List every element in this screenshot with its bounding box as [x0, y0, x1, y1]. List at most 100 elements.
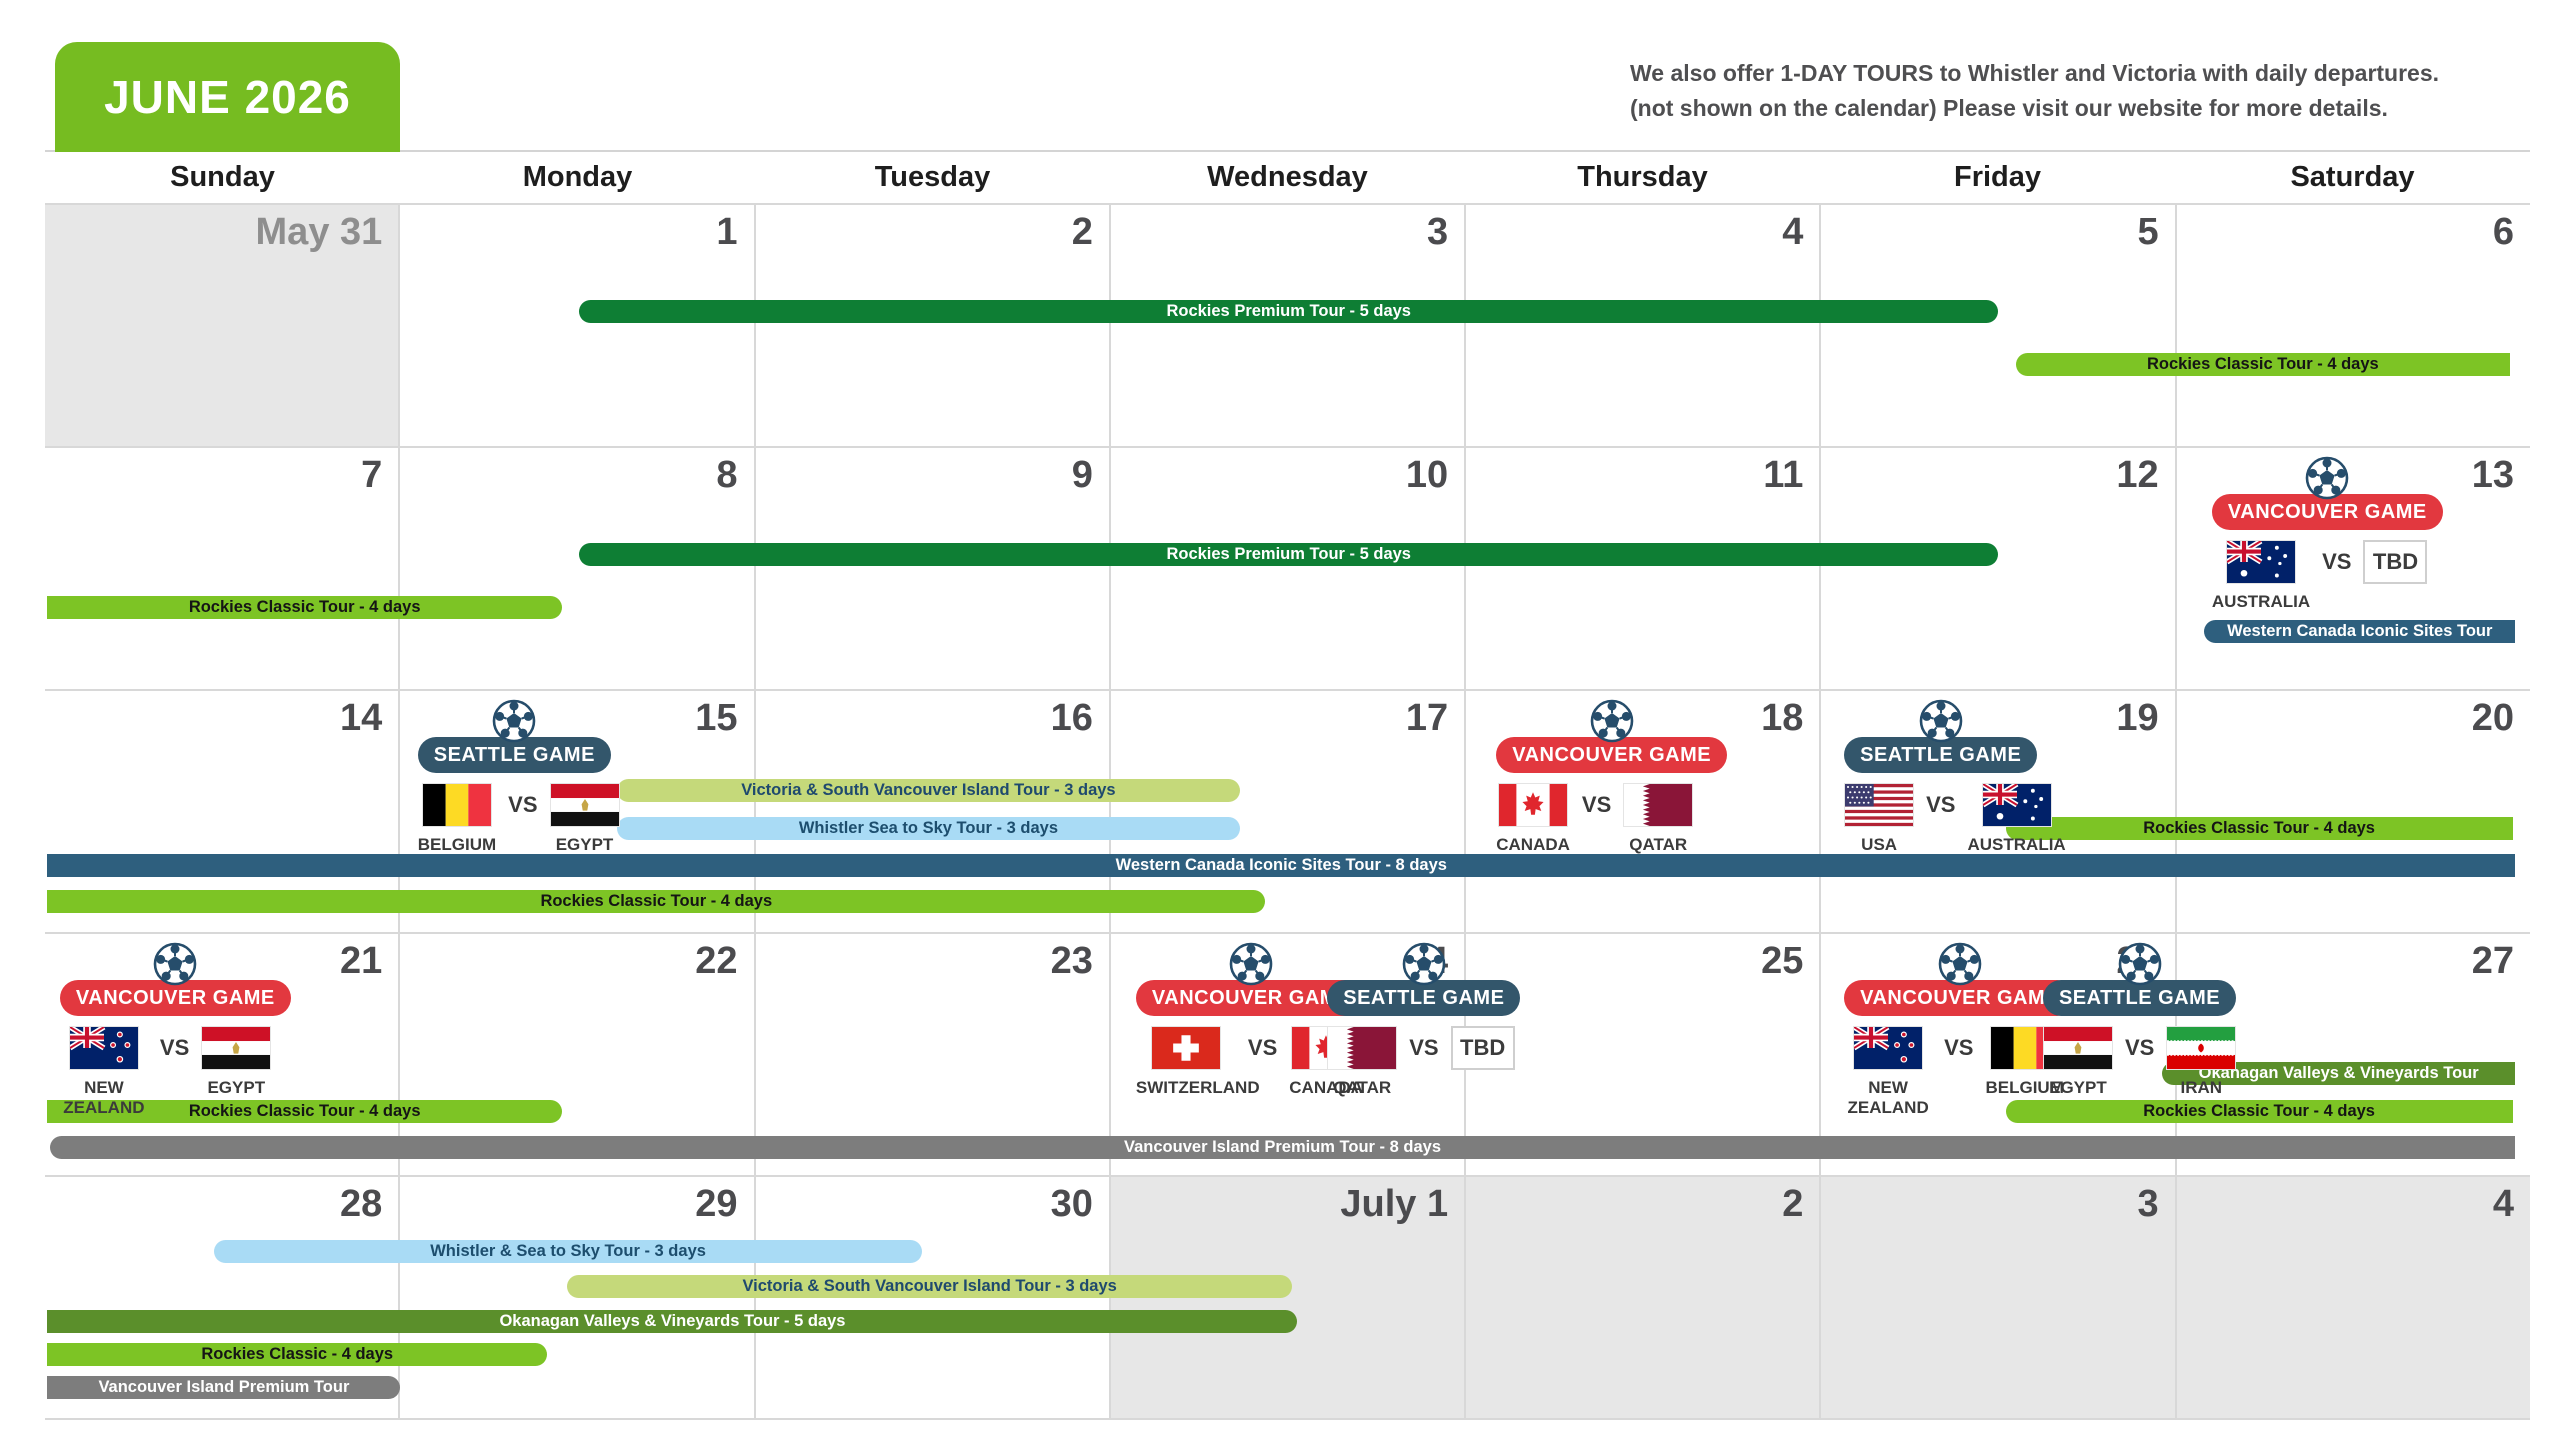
- tour-bar-rockies-premium[interactable]: Rockies Premium Tour - 5 days: [579, 300, 1999, 323]
- tour-bar-okanagan[interactable]: Okanagan Valleys & Vineyards Tour: [2162, 1062, 2516, 1085]
- tour-bar-rockies-classic[interactable]: Rockies Classic - 4 days: [47, 1343, 547, 1366]
- day-cell: 3: [1819, 1177, 2175, 1418]
- tour-bar-western-canada[interactable]: Western Canada Iconic Sites Tour - 8 day…: [47, 854, 2516, 877]
- day-cell: 23: [753, 934, 1109, 1175]
- flag-switzerland-icon: [1150, 1026, 1221, 1070]
- week-row-5: 28 29 30 July 1 2 3 4 Whistler & Sea to …: [45, 1175, 2530, 1420]
- badge-wrap: VANCOUVER GAME: [1135, 942, 1367, 1016]
- vancouver-game-badge: VANCOUVER GAME: [59, 980, 291, 1016]
- match-row: BELGIUM VS EGYPT: [418, 783, 620, 855]
- vs-label: VS: [1581, 792, 1612, 817]
- day-cell: 4: [1464, 205, 1819, 446]
- match-row: NEW ZEALAND VS EGYPT: [60, 1026, 272, 1117]
- tour-bar-rockies-classic[interactable]: Rockies Classic Tour - 4 days: [2005, 817, 2513, 840]
- day-cell: 2: [1464, 1177, 1820, 1418]
- match-row: NEW ZEALAND VS BELGIUM: [1844, 1026, 2064, 1117]
- tour-bar-rockies-classic[interactable]: Rockies Classic Tour - 4 days: [47, 596, 562, 619]
- one-day-tours-note: We also offer 1-DAY TOURS to Whistler an…: [1630, 56, 2490, 126]
- tour-bar-rockies-classic[interactable]: Rockies Classic Tour - 4 days: [47, 890, 1266, 913]
- day-cell: 17: [1108, 691, 1464, 932]
- day-cell: 22: [398, 934, 753, 1175]
- tour-bar-victoria-island[interactable]: Victoria & South Vancouver Island Tour -…: [566, 1275, 1293, 1298]
- flag-canada-icon: [1498, 783, 1569, 827]
- date-label: 13: [2471, 454, 2514, 496]
- game-jun24-seattle: SEATTLE GAME QATAR VS TBD: [1327, 942, 1521, 1098]
- team-home: BELGIUM: [418, 783, 496, 855]
- badge-wrap: SEATTLE GAME: [1844, 699, 2038, 773]
- date-label: May 31: [255, 211, 383, 253]
- team-name: SWITZERLAND: [1135, 1078, 1260, 1097]
- date-label: 15: [695, 697, 738, 739]
- date-label: 6: [2492, 211, 2514, 253]
- badge-wrap: VANCOUVER GAME: [1844, 942, 2075, 1016]
- day-cell: 9: [753, 448, 1109, 689]
- team-away: EGYPT: [201, 1026, 272, 1098]
- day-cell: 29: [398, 1177, 753, 1418]
- soccer-ball-icon: [1402, 942, 1446, 986]
- team-name: BELGIUM: [1985, 1078, 2064, 1097]
- weekday-header-row: Sunday Monday Tuesday Wednesday Thursday…: [45, 152, 2530, 203]
- seattle-game-badge: SEATTLE GAME: [2042, 980, 2237, 1016]
- tour-bar-rockies-classic[interactable]: Rockies Classic Tour - 4 days: [47, 1100, 562, 1123]
- weekday-saturday: Saturday: [2290, 161, 2415, 193]
- date-label: 23: [1050, 940, 1093, 982]
- date-label: 7: [361, 454, 383, 496]
- tour-bar-rockies-premium[interactable]: Rockies Premium Tour - 5 days: [579, 543, 1999, 566]
- soccer-ball-icon: [1919, 699, 1963, 743]
- day-cell: 16: [753, 691, 1109, 932]
- day-cell: 6: [2174, 205, 2530, 446]
- vs-label: VS: [159, 1035, 190, 1060]
- flag-egypt-icon: [2042, 1026, 2113, 1070]
- date-label: July 1: [1340, 1183, 1449, 1225]
- date-label: 16: [1050, 697, 1093, 739]
- weekday-thursday: Thursday: [1577, 161, 1708, 193]
- team-name: EGYPT: [555, 835, 614, 854]
- date-label: 12: [2116, 454, 2159, 496]
- team-name: EGYPT: [2049, 1078, 2107, 1097]
- day-cell: 21: [45, 934, 398, 1175]
- tour-bar-vancouver-island-premium[interactable]: Vancouver Island Premium Tour - 8 days: [49, 1136, 2516, 1159]
- date-label: 22: [695, 940, 738, 982]
- tour-bar-rockies-classic[interactable]: Rockies Classic Tour - 4 days: [2015, 353, 2511, 376]
- day-cell: 15: [398, 691, 753, 932]
- date-label: 10: [1405, 454, 1449, 496]
- flag-australia-icon: [2226, 540, 2297, 584]
- team-away: TBD: [2363, 540, 2428, 584]
- tour-bar-okanagan[interactable]: Okanagan Valleys & Vineyards Tour - 5 da…: [47, 1310, 1298, 1333]
- vs-label: VS: [1944, 1035, 1974, 1060]
- vancouver-game-badge: VANCOUVER GAME: [1844, 980, 2075, 1016]
- day-cell: 28: [45, 1177, 398, 1418]
- date-label: 4: [1782, 211, 1804, 253]
- day-cell: 2: [753, 205, 1109, 446]
- seattle-game-badge: SEATTLE GAME: [417, 737, 611, 773]
- game-jun26-vancouver: VANCOUVER GAME NEW ZEALAND VS BELGIUM: [1844, 942, 2075, 1117]
- date-label: 30: [1050, 1183, 1093, 1225]
- flag-new-zealand-icon: [1853, 1026, 1924, 1070]
- team-name: NEW ZEALAND: [63, 1078, 145, 1117]
- soccer-ball-icon: [1229, 942, 1273, 986]
- tour-bar-western-canada[interactable]: Western Canada Iconic Sites Tour: [2204, 620, 2516, 643]
- team-home: NEW ZEALAND: [60, 1026, 148, 1117]
- tour-bar-vancouver-island-premium[interactable]: Vancouver Island Premium Tour: [47, 1376, 401, 1399]
- month-title: JUNE 2026: [104, 71, 351, 123]
- date-label: 20: [2471, 697, 2514, 739]
- match-row: QATAR VS TBD: [1327, 1026, 1515, 1098]
- team-name: EGYPT: [207, 1078, 266, 1097]
- tour-bar-whistler-sea-to-sky[interactable]: Whistler & Sea to Sky Tour - 3 days: [213, 1240, 923, 1263]
- game-jun15-seattle: SEATTLE GAME BELGIUM VS EGYPT: [417, 699, 620, 855]
- team-home: SWITZERLAND: [1135, 1026, 1260, 1098]
- day-cell: 20: [2174, 691, 2530, 932]
- weekday-monday: Monday: [522, 161, 633, 193]
- day-cell: 1: [398, 205, 753, 446]
- day-cell: 5: [1819, 205, 2174, 446]
- tour-bar-victoria-island[interactable]: Victoria & South Vancouver Island Tour -…: [616, 779, 1241, 802]
- tour-bar-whistler-sea-to-sky[interactable]: Whistler Sea to Sky Tour - 3 days: [616, 817, 1241, 840]
- date-label: 29: [695, 1183, 738, 1225]
- team-name: NEW ZEALAND: [1847, 1078, 1929, 1117]
- date-label: 21: [340, 940, 383, 982]
- tour-bar-rockies-classic[interactable]: Rockies Classic Tour - 4 days: [2005, 1100, 2513, 1123]
- week-row-1: May 31 1 2 3 4 5 6 Rockies Premium Tour …: [45, 203, 2530, 446]
- weekday-wednesday: Wednesday: [1207, 161, 1368, 193]
- team-away: IRAN: [2166, 1026, 2237, 1098]
- weekday-sunday: Sunday: [170, 161, 275, 193]
